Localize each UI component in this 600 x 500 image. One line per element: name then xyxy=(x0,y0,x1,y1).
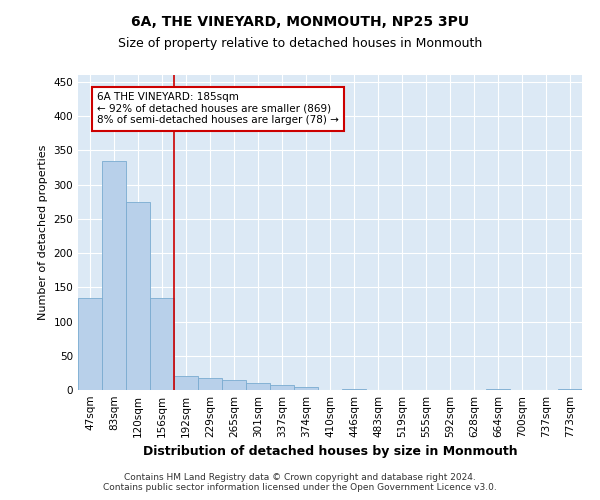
Bar xyxy=(102,160,126,390)
Text: 6A THE VINEYARD: 185sqm
← 92% of detached houses are smaller (869)
8% of semi-de: 6A THE VINEYARD: 185sqm ← 92% of detache… xyxy=(97,92,339,126)
Bar xyxy=(246,383,270,390)
Bar xyxy=(78,298,102,390)
Bar xyxy=(294,386,318,390)
Bar xyxy=(222,380,246,390)
Bar xyxy=(198,378,222,390)
Y-axis label: Number of detached properties: Number of detached properties xyxy=(38,145,48,320)
Bar xyxy=(174,376,198,390)
Bar xyxy=(270,385,294,390)
Bar xyxy=(342,388,366,390)
Text: Size of property relative to detached houses in Monmouth: Size of property relative to detached ho… xyxy=(118,38,482,51)
Bar xyxy=(126,202,150,390)
Text: 6A, THE VINEYARD, MONMOUTH, NP25 3PU: 6A, THE VINEYARD, MONMOUTH, NP25 3PU xyxy=(131,15,469,29)
X-axis label: Distribution of detached houses by size in Monmouth: Distribution of detached houses by size … xyxy=(143,446,517,458)
Bar xyxy=(150,298,174,390)
Text: Contains HM Land Registry data © Crown copyright and database right 2024.
Contai: Contains HM Land Registry data © Crown c… xyxy=(103,473,497,492)
